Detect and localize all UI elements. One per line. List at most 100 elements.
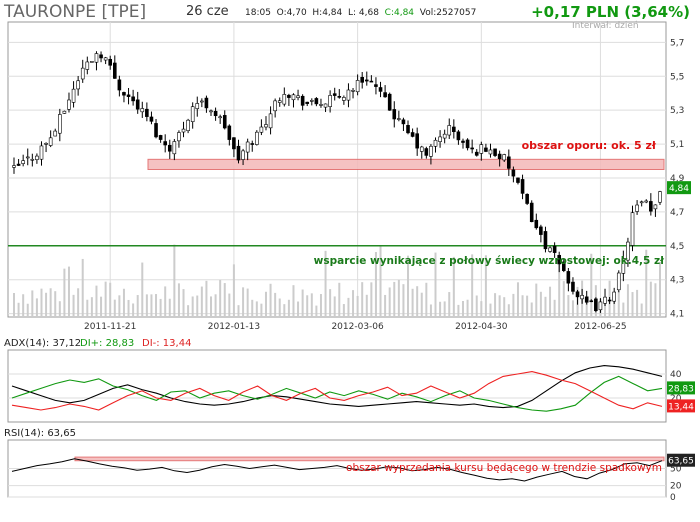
candle-body [277,100,282,103]
candle-body [552,245,557,253]
candle-body [401,119,406,125]
price-x-tick-label: 2011-11-21 [84,322,136,332]
candle-body [291,94,296,101]
rsi-zone [74,456,665,462]
volume-bar [58,301,61,317]
volume-bar [622,302,625,317]
volume-bar [626,284,629,317]
volume-bar [420,292,423,317]
volume-bar [255,301,258,317]
volume-bar [67,266,70,317]
candle-body [245,141,250,153]
volume-bar [530,302,533,317]
candle-body [282,94,287,105]
adx-title: ADX(14): 37,12 [4,338,82,349]
rsi-annotation-label: obszar wyprzedania kursu będącego w tren… [346,462,662,474]
candle-body [584,296,589,303]
volume-bar [562,281,565,317]
candle-body [181,128,186,133]
candle-body [497,153,502,160]
candle-body [502,154,507,161]
adx-y-tick-label: 20 [670,394,682,404]
quote-line: 18:05 O:4,70 H:4,84 L: 4,68 C:4,84 Vol:2… [245,8,476,18]
volume-bar [159,298,162,317]
di-minus-value: 13,44 [668,402,694,412]
candle-body [209,110,213,113]
volume-bar [132,303,135,317]
candle-body [259,126,264,133]
volume-bar [365,294,368,317]
candle-body [575,291,580,298]
candle-body [39,145,44,160]
volume-bar [617,291,620,317]
candle-body [507,156,511,169]
candle-body [442,133,447,139]
candle-body [534,219,539,229]
candle-body [355,80,360,93]
volume-bar [150,294,153,317]
volume-bar [539,291,542,317]
candle-body [296,95,300,98]
rsi-title: RSI(14): 63,65 [4,428,76,439]
volume-bar [553,299,556,317]
volume-bar [136,295,139,317]
candle-body [360,77,364,83]
candle-body [635,204,639,212]
volume-bar [549,286,552,317]
candle-body [332,93,337,96]
volume-bar [613,297,616,317]
volume-bar [13,293,15,317]
open-label: O:4,70 [276,8,307,18]
candle-body [392,109,397,120]
candle-body [520,179,525,194]
volume-bar [164,286,167,317]
di-plus-line [11,375,663,412]
volume-bar [329,289,332,317]
price-y-tick-label: 5,5 [670,72,684,82]
candle-body [140,108,145,113]
rsi-y-tick-label: 50 [670,465,682,475]
candle-body [314,98,319,105]
candle-body [580,295,584,300]
candle-body [429,145,433,157]
candle-body [378,87,383,92]
volume-bar [590,253,593,317]
candle-body [571,281,575,292]
volume-bar [397,279,400,317]
candle-body [264,124,268,128]
volume-bar [512,293,515,317]
volume-bar [374,252,377,317]
candle-body [319,104,323,106]
candle-body [566,271,571,284]
candle-body [112,62,117,79]
di-minus-tag [667,399,695,413]
candle-body [172,141,177,155]
candle-body [548,247,552,252]
candle-body [135,99,140,110]
volume-bar [461,301,464,317]
candle-body [644,200,649,203]
volume-bar [347,297,350,317]
candle-body [433,139,438,147]
volume-bar [54,291,57,317]
volume-bar [342,304,345,317]
chart-header: TAURONPE [TPE] 26 cze 18:05 O:4,70 H:4,8… [0,0,700,31]
adx-line [11,365,663,409]
support-label: wsparcie wynikające z połowy świecy wzro… [314,255,665,267]
volume-bar [246,288,249,317]
rsi-y-tick-label: 0 [670,493,676,503]
candle-body [658,191,662,203]
price-x-tick-label: 2012-01-13 [208,322,260,332]
volume-bar [443,301,446,317]
candle-body [145,108,149,117]
candle-body [67,99,71,110]
candle-body [488,149,493,155]
volume-bar [155,294,158,317]
volume-bar [585,296,588,317]
candle-body [387,93,392,111]
volume-bar [489,303,492,317]
candle-body [200,100,204,103]
volume-bar [306,295,309,317]
volume-bar [475,295,478,317]
candle-body [204,97,209,109]
